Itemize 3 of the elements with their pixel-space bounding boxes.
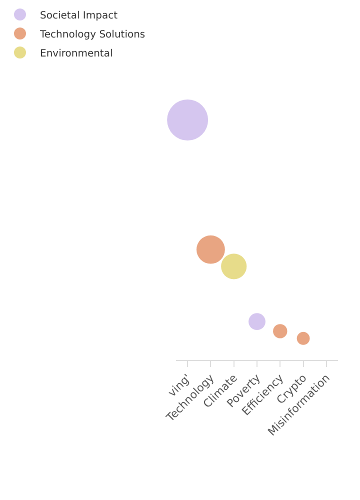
legend-label: Technology Solutions: [39, 29, 146, 40]
legend-label: Societal Impact: [40, 10, 118, 22]
legend-label: Environmental: [40, 48, 113, 60]
